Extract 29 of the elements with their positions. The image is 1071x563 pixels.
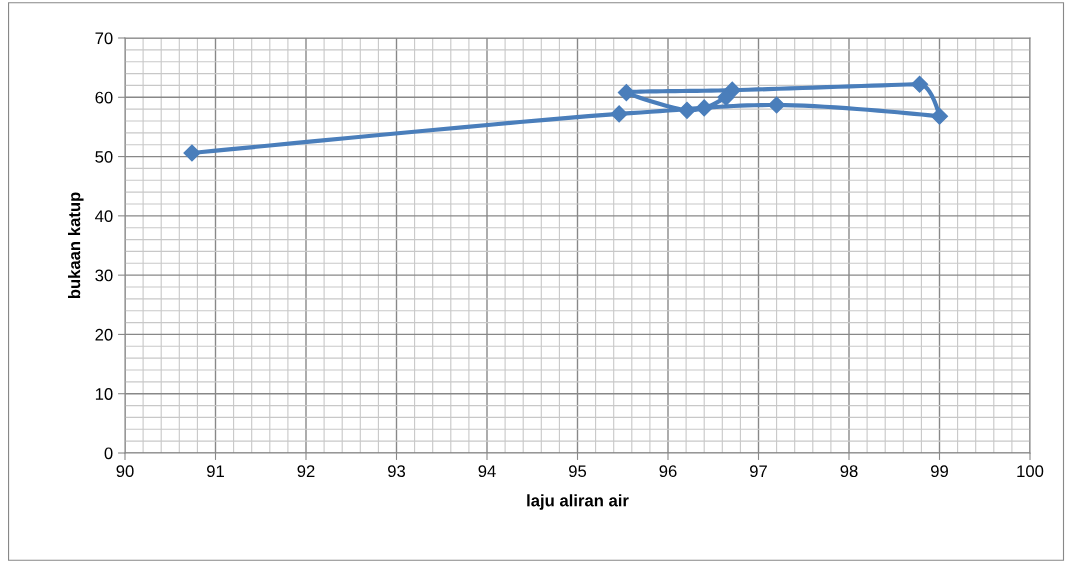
- x-tick-label: 97: [750, 465, 767, 478]
- point: [768, 96, 786, 114]
- x-axis-title: laju aliran air: [527, 494, 629, 510]
- x-tick-label: 99: [931, 465, 948, 478]
- x-tick-label: 98: [840, 465, 858, 478]
- point: [610, 105, 628, 123]
- x-tick-label: 96: [659, 465, 677, 478]
- y-tick-label: 70: [95, 32, 113, 45]
- point: [911, 75, 929, 93]
- point: [678, 101, 696, 119]
- point: [695, 99, 713, 117]
- point: [930, 107, 949, 125]
- x-tick-label: 95: [569, 465, 587, 478]
- y-tick-label: 60: [95, 91, 113, 104]
- y-tick-label: 0: [104, 447, 113, 460]
- y-tick-label: 40: [95, 210, 113, 223]
- x-tick-label: 91: [207, 465, 224, 478]
- point: [617, 83, 635, 102]
- y-tick-label: 50: [95, 150, 113, 163]
- x-tick-label: 93: [388, 465, 406, 478]
- y-tick-label: 30: [95, 269, 113, 282]
- y-tick-label: 20: [95, 328, 113, 341]
- point: [183, 144, 201, 162]
- x-tick-label: 94: [478, 465, 496, 478]
- x-tick-label: 92: [297, 465, 315, 478]
- y-axis-title: bukaan katup: [68, 192, 84, 299]
- x-tick-label: 90: [116, 465, 134, 478]
- y-tick-label: 10: [95, 388, 113, 400]
- x-tick-label: 100: [1017, 465, 1044, 478]
